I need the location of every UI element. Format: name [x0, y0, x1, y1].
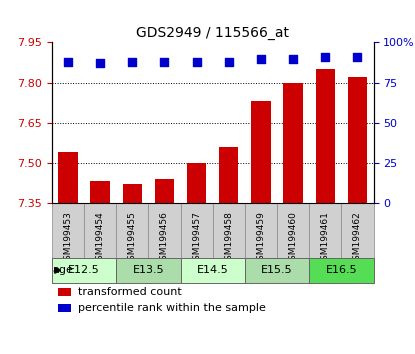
Text: GSM199458: GSM199458 — [224, 211, 233, 266]
Title: GDS2949 / 115566_at: GDS2949 / 115566_at — [136, 26, 289, 40]
Point — [290, 56, 296, 61]
FancyBboxPatch shape — [181, 258, 245, 283]
FancyBboxPatch shape — [149, 203, 181, 258]
FancyBboxPatch shape — [116, 203, 149, 258]
Bar — [58, 152, 78, 203]
Point — [97, 61, 103, 66]
Point — [193, 59, 200, 64]
Point — [161, 59, 168, 64]
Text: GSM199456: GSM199456 — [160, 211, 169, 266]
FancyBboxPatch shape — [181, 203, 213, 258]
Bar — [316, 69, 335, 203]
Bar — [187, 163, 206, 203]
Text: E16.5: E16.5 — [325, 266, 357, 275]
Bar — [251, 101, 271, 203]
Text: age: age — [53, 266, 73, 275]
Bar — [348, 77, 367, 203]
Text: percentile rank within the sample: percentile rank within the sample — [78, 303, 266, 313]
FancyBboxPatch shape — [52, 258, 116, 283]
Text: GSM199462: GSM199462 — [353, 211, 362, 266]
Bar — [90, 182, 110, 203]
Text: GSM199457: GSM199457 — [192, 211, 201, 266]
Text: GSM199459: GSM199459 — [256, 211, 266, 266]
Point — [65, 59, 71, 64]
Text: E13.5: E13.5 — [132, 266, 164, 275]
FancyBboxPatch shape — [245, 258, 309, 283]
FancyBboxPatch shape — [309, 203, 342, 258]
FancyBboxPatch shape — [277, 203, 309, 258]
Bar — [219, 147, 238, 203]
FancyBboxPatch shape — [309, 258, 374, 283]
FancyBboxPatch shape — [245, 203, 277, 258]
Point — [354, 54, 361, 60]
Text: E12.5: E12.5 — [68, 266, 100, 275]
Bar — [58, 288, 71, 296]
Point — [225, 59, 232, 64]
Text: GSM199453: GSM199453 — [63, 211, 73, 266]
FancyBboxPatch shape — [213, 203, 245, 258]
Bar — [58, 304, 71, 312]
Text: GSM199460: GSM199460 — [288, 211, 298, 266]
Point — [258, 56, 264, 61]
Text: E14.5: E14.5 — [197, 266, 229, 275]
Text: transformed count: transformed count — [78, 287, 181, 297]
Text: GSM199455: GSM199455 — [128, 211, 137, 266]
Bar — [283, 82, 303, 203]
FancyBboxPatch shape — [52, 203, 84, 258]
Text: GSM199454: GSM199454 — [95, 211, 105, 266]
Text: E15.5: E15.5 — [261, 266, 293, 275]
Bar — [123, 184, 142, 203]
Point — [129, 59, 136, 64]
Bar — [155, 179, 174, 203]
FancyBboxPatch shape — [342, 203, 374, 258]
FancyBboxPatch shape — [116, 258, 181, 283]
Point — [322, 54, 329, 60]
FancyBboxPatch shape — [84, 203, 116, 258]
Text: GSM199461: GSM199461 — [321, 211, 330, 266]
